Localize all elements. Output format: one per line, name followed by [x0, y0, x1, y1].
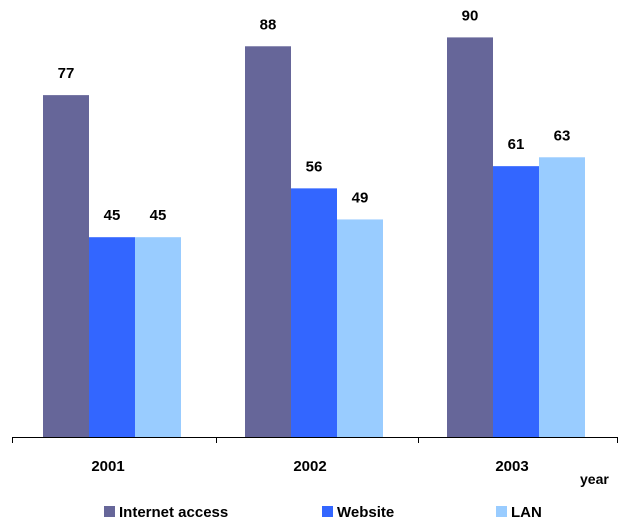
x-axis-label: year: [580, 471, 609, 487]
x-tick-labels: 2001 2002 2003: [91, 458, 528, 475]
value-labels-group: 77 45 45 88 56 49 90 61 63: [58, 7, 571, 224]
bar-internet-access-2003: [447, 37, 493, 438]
data-label: 90: [462, 7, 479, 24]
data-label: 61: [508, 136, 525, 153]
x-tick-label: 2002: [293, 458, 326, 475]
data-label: 88: [260, 16, 277, 33]
bar-lan-2001: [135, 237, 181, 437]
data-label: 77: [58, 65, 75, 82]
bars-group: [43, 37, 585, 438]
x-tick-label: 2003: [495, 458, 528, 475]
data-label: 63: [554, 127, 571, 144]
data-label: 56: [306, 158, 323, 175]
bar-lan-2002: [337, 219, 383, 437]
data-label: 49: [352, 189, 369, 206]
legend-swatch: [496, 506, 507, 517]
bar-website-2001: [89, 237, 135, 437]
legend: Internet access Website LAN: [104, 504, 542, 521]
legend-label: Website: [337, 504, 394, 521]
data-label: 45: [104, 207, 121, 224]
bar-lan-2003: [539, 157, 585, 437]
legend-label: LAN: [511, 504, 542, 521]
x-axis: [12, 437, 618, 443]
bar-website-2003: [493, 166, 539, 437]
x-tick-label: 2001: [91, 458, 124, 475]
bar-internet-access-2002: [245, 46, 291, 437]
legend-swatch: [104, 506, 115, 517]
bar-internet-access-2001: [43, 95, 89, 438]
data-label: 45: [150, 207, 167, 224]
legend-label: Internet access: [119, 504, 228, 521]
bar-website-2002: [291, 188, 337, 437]
legend-swatch: [322, 506, 333, 517]
